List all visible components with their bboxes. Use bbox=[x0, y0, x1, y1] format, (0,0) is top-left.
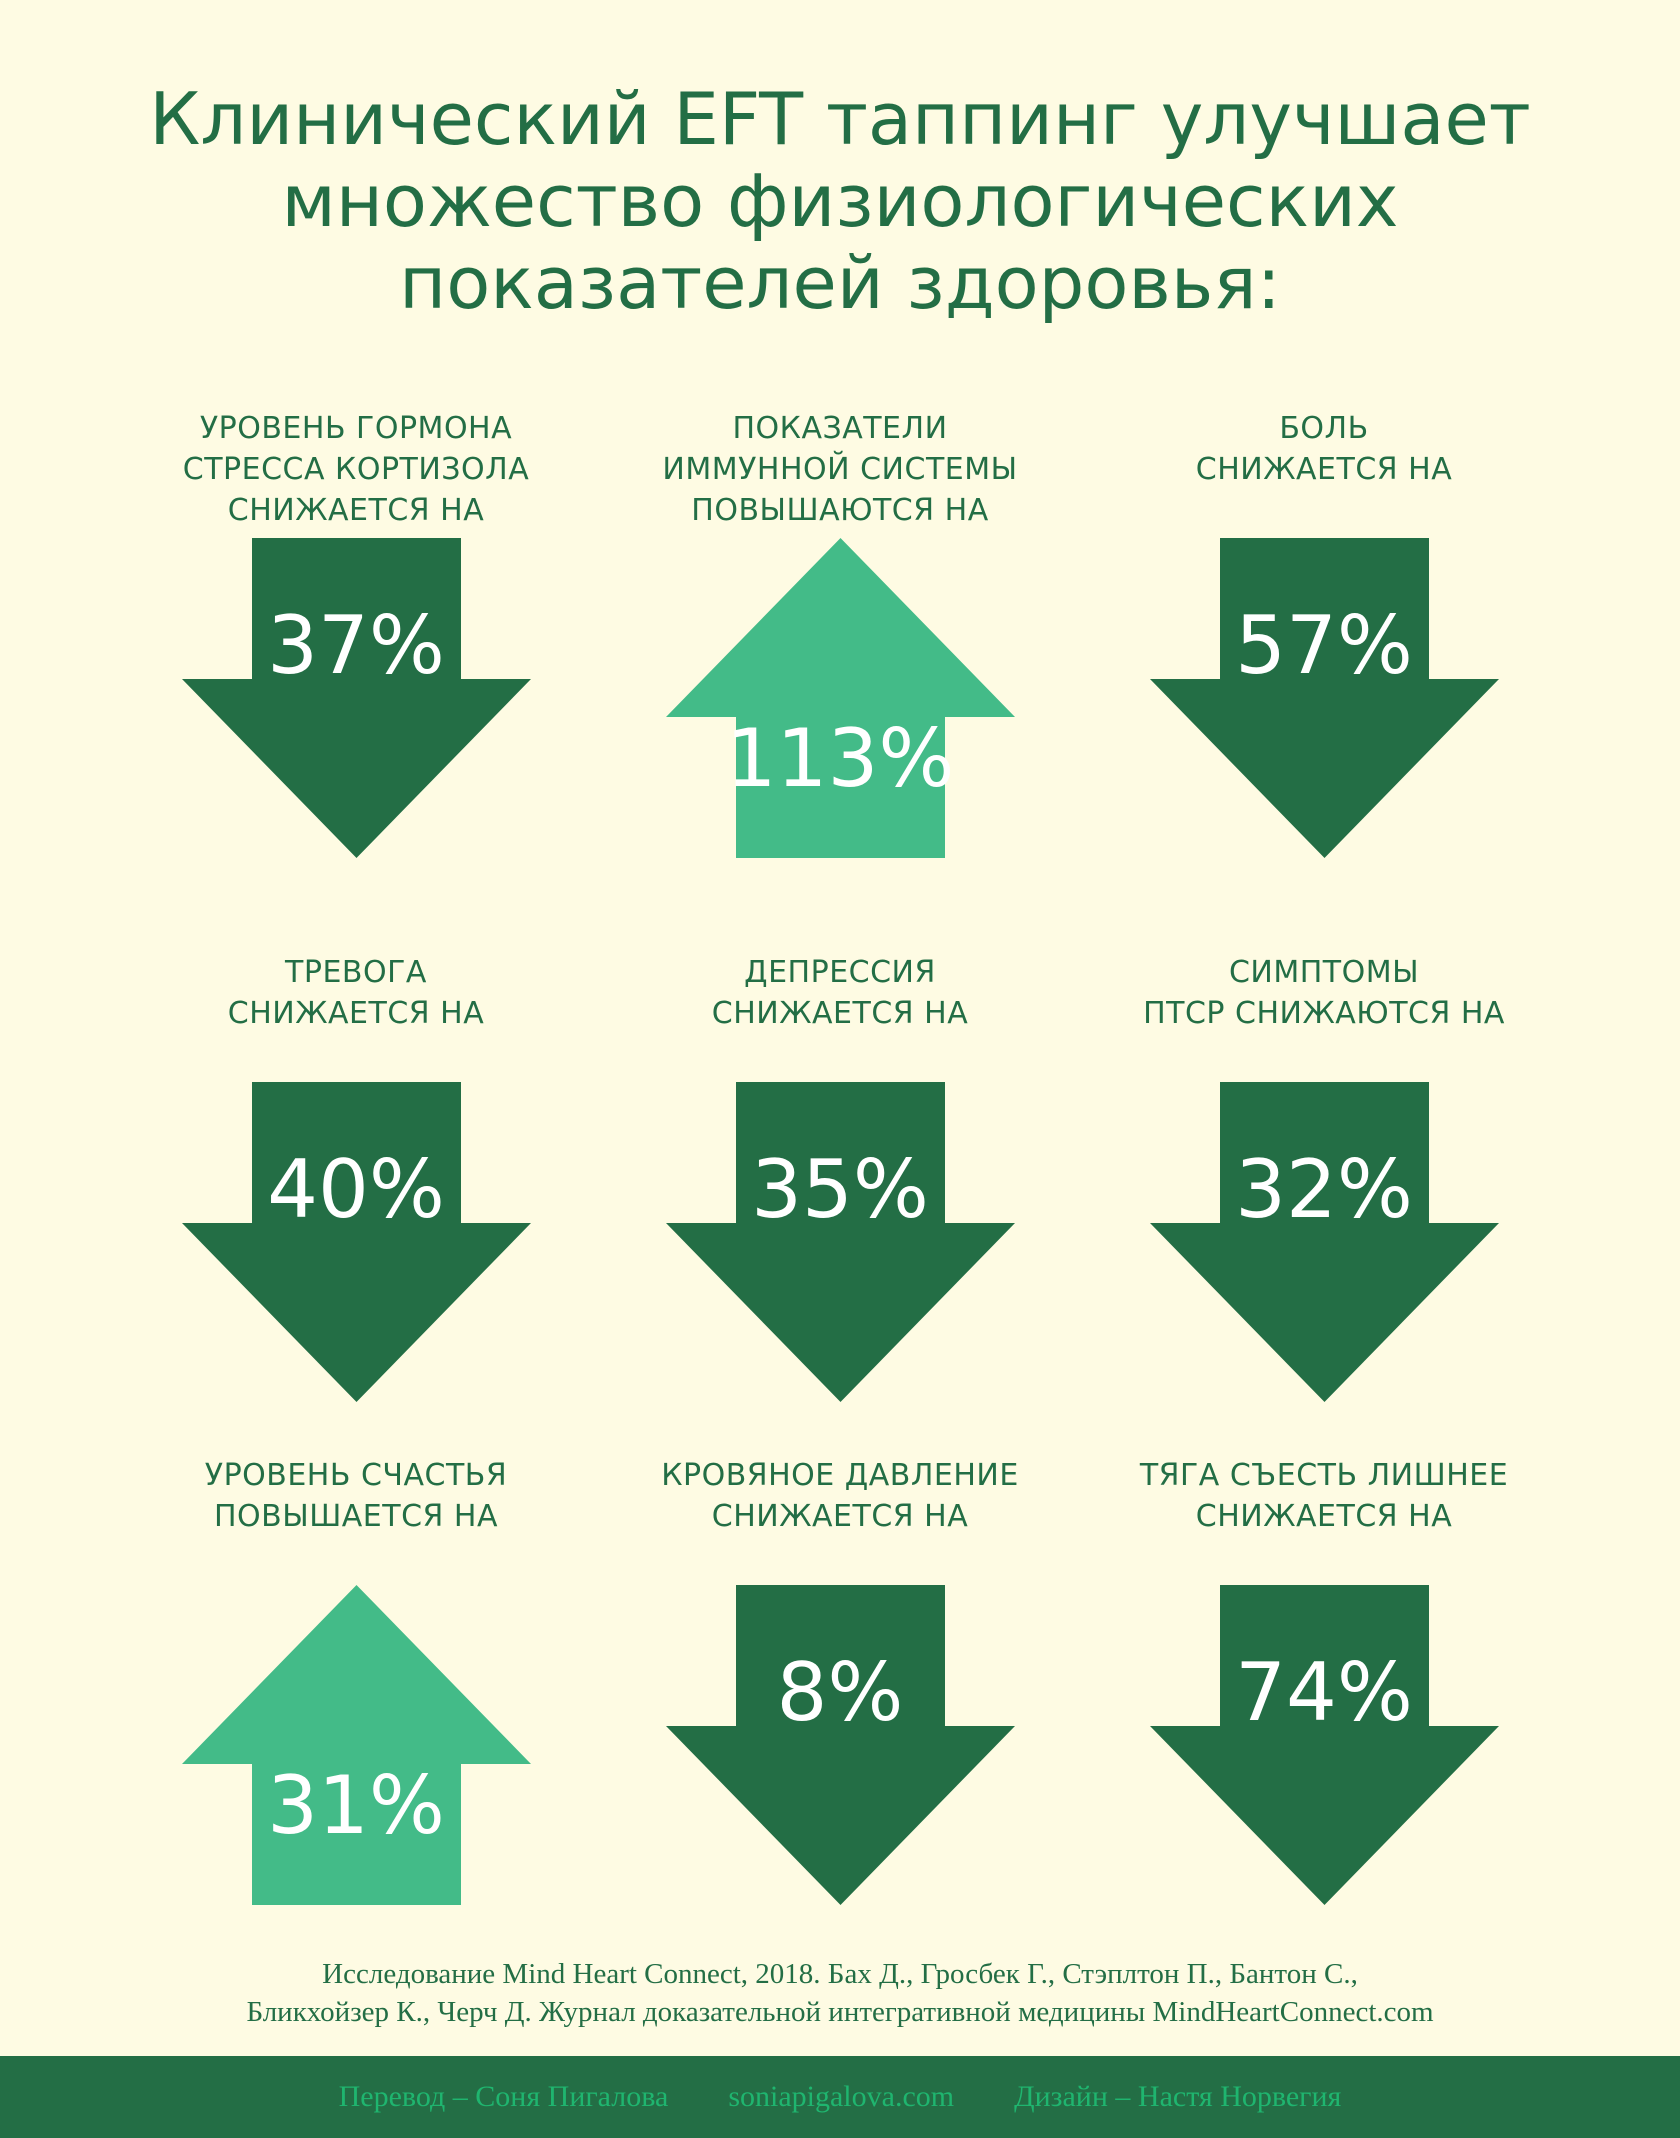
metric-label-line: КРОВЯНОЕ ДАВЛЕНИЕ bbox=[661, 1458, 1019, 1493]
metric-card: ТРЕВОГА СНИЖАЕТСЯ НА 40% bbox=[116, 952, 596, 1402]
translator-credit: Перевод – Соня Пигалова bbox=[338, 2080, 669, 2113]
metric-label-line: ПТСР СНИЖАЮТСЯ НА bbox=[1143, 996, 1505, 1031]
references: Исследование Mind Heart Connect, 2018. Б… bbox=[0, 1955, 1680, 2031]
website-link[interactable]: soniapigalova.com bbox=[728, 2080, 955, 2113]
metric-label-line: ПОВЫШАЮТСЯ НА bbox=[691, 493, 989, 528]
metric-label: СИМПТОМЫ ПТСР СНИЖАЮТСЯ НА bbox=[1084, 952, 1564, 1082]
arrow-down-icon: 32% bbox=[1149, 1082, 1499, 1402]
metric-value: 40% bbox=[267, 1143, 445, 1236]
title-line: множество физиологических bbox=[281, 159, 1399, 243]
arrow-shape bbox=[665, 538, 1015, 858]
metric-label-line: ПОКАЗАТЕЛИ bbox=[732, 411, 948, 446]
arrow-shape bbox=[1149, 1082, 1499, 1402]
title-line: показателей здоровья: bbox=[399, 241, 1281, 325]
metric-label-line: УРОВЕНЬ ГОРМОНА bbox=[199, 411, 513, 446]
metric-label-line: СНИЖАЕТСЯ НА bbox=[711, 996, 969, 1031]
arrow-shape bbox=[181, 1082, 531, 1402]
metric-value: 35% bbox=[751, 1143, 929, 1236]
metric-label-line: СНИЖАЕТСЯ НА bbox=[227, 996, 485, 1031]
metric-label-line: ТРЕВОГА bbox=[285, 955, 427, 990]
arrow-shape bbox=[665, 1082, 1015, 1402]
metric-label-line: ИММУННОЙ СИСТЕМЫ bbox=[662, 452, 1018, 487]
metric-label-line: СНИЖАЕТСЯ НА bbox=[1195, 1499, 1453, 1534]
arrow-down-icon: 74% bbox=[1149, 1585, 1499, 1905]
arrow-shape bbox=[181, 1585, 531, 1905]
arrow-shape bbox=[1149, 538, 1499, 858]
arrow-shape bbox=[1149, 1585, 1499, 1905]
metric-label-line: ДЕПРЕССИЯ bbox=[744, 955, 936, 990]
arrow-shape bbox=[181, 538, 531, 858]
metric-label: ПОКАЗАТЕЛИ ИММУННОЙ СИСТЕМЫ ПОВЫШАЮТСЯ НА bbox=[600, 408, 1080, 538]
reference-line: Исследование Mind Heart Connect, 2018. Б… bbox=[322, 1958, 1358, 1990]
metric-value: 8% bbox=[776, 1646, 904, 1739]
metric-card: ПОКАЗАТЕЛИ ИММУННОЙ СИСТЕМЫ ПОВЫШАЮТСЯ НА 1… bbox=[600, 408, 1080, 858]
arrow-down-icon: 37% bbox=[181, 538, 531, 858]
designer-credit: Дизайн – Настя Норвегия bbox=[1014, 2080, 1342, 2113]
arrow-down-icon: 35% bbox=[665, 1082, 1015, 1402]
metric-label-line: СНИЖАЕТСЯ НА bbox=[711, 1499, 969, 1534]
metric-label-line: БОЛЬ bbox=[1279, 411, 1369, 446]
metric-card: БОЛЬ СНИЖАЕТСЯ НА 57% bbox=[1084, 408, 1564, 858]
metric-label: ТЯГА СЪЕСТЬ ЛИШНЕЕ СНИЖАЕТСЯ НА bbox=[1084, 1455, 1564, 1585]
metric-label: УРОВЕНЬ ГОРМОНА СТРЕССА КОРТИЗОЛА СНИЖАЕТС… bbox=[116, 408, 596, 538]
metric-value: 57% bbox=[1235, 599, 1413, 692]
title-line: Клинический EFT таппинг улучшает bbox=[149, 77, 1531, 161]
metric-label: УРОВЕНЬ СЧАСТЬЯ ПОВЫШАЕТСЯ НА bbox=[116, 1455, 596, 1585]
metric-label-line: СНИЖАЕТСЯ НА bbox=[227, 493, 485, 528]
metric-card: УРОВЕНЬ ГОРМОНА СТРЕССА КОРТИЗОЛА СНИЖАЕТС… bbox=[116, 408, 596, 858]
metric-value: 32% bbox=[1235, 1143, 1413, 1236]
metric-card: УРОВЕНЬ СЧАСТЬЯ ПОВЫШАЕТСЯ НА 31% bbox=[116, 1455, 596, 1905]
footer-bar: Перевод – Соня Пигалова soniapigalova.co… bbox=[0, 2056, 1680, 2138]
metric-label-line: СИМПТОМЫ bbox=[1228, 955, 1420, 990]
arrow-down-icon: 40% bbox=[181, 1082, 531, 1402]
metric-label: БОЛЬ СНИЖАЕТСЯ НА bbox=[1084, 408, 1564, 538]
metric-value: 37% bbox=[267, 599, 445, 692]
metric-value: 31% bbox=[267, 1759, 445, 1852]
metric-label-line: ПОВЫШАЕТСЯ НА bbox=[213, 1499, 498, 1534]
arrow-up-icon: 31% bbox=[181, 1585, 531, 1905]
metric-card: СИМПТОМЫ ПТСР СНИЖАЮТСЯ НА 32% bbox=[1084, 952, 1564, 1402]
metric-card: КРОВЯНОЕ ДАВЛЕНИЕ СНИЖАЕТСЯ НА 8% bbox=[600, 1455, 1080, 1905]
metric-label: ТРЕВОГА СНИЖАЕТСЯ НА bbox=[116, 952, 596, 1082]
metric-label-line: УРОВЕНЬ СЧАСТЬЯ bbox=[204, 1458, 508, 1493]
page-title: Клинический EFT таппинг улучшает множест… bbox=[0, 78, 1680, 324]
metric-label: ДЕПРЕССИЯ СНИЖАЕТСЯ НА bbox=[600, 952, 1080, 1082]
arrow-shape bbox=[665, 1585, 1015, 1905]
metric-label: КРОВЯНОЕ ДАВЛЕНИЕ СНИЖАЕТСЯ НА bbox=[600, 1455, 1080, 1585]
metric-label-line: ТЯГА СЪЕСТЬ ЛИШНЕЕ bbox=[1139, 1458, 1509, 1493]
arrow-down-icon: 8% bbox=[665, 1585, 1015, 1905]
metric-label-line: СНИЖАЕТСЯ НА bbox=[1195, 452, 1453, 487]
metric-card: ТЯГА СЪЕСТЬ ЛИШНЕЕ СНИЖАЕТСЯ НА 74% bbox=[1084, 1455, 1564, 1905]
arrow-down-icon: 57% bbox=[1149, 538, 1499, 858]
arrow-up-icon: 113% bbox=[665, 538, 1015, 858]
metric-label-line: СТРЕССА КОРТИЗОЛА bbox=[182, 452, 530, 487]
metric-value: 113% bbox=[725, 712, 955, 805]
reference-line: Бликхойзер К., Черч Д. Журнал доказатель… bbox=[246, 1996, 1434, 2028]
metric-value: 74% bbox=[1235, 1646, 1413, 1739]
metric-card: ДЕПРЕССИЯ СНИЖАЕТСЯ НА 35% bbox=[600, 952, 1080, 1402]
